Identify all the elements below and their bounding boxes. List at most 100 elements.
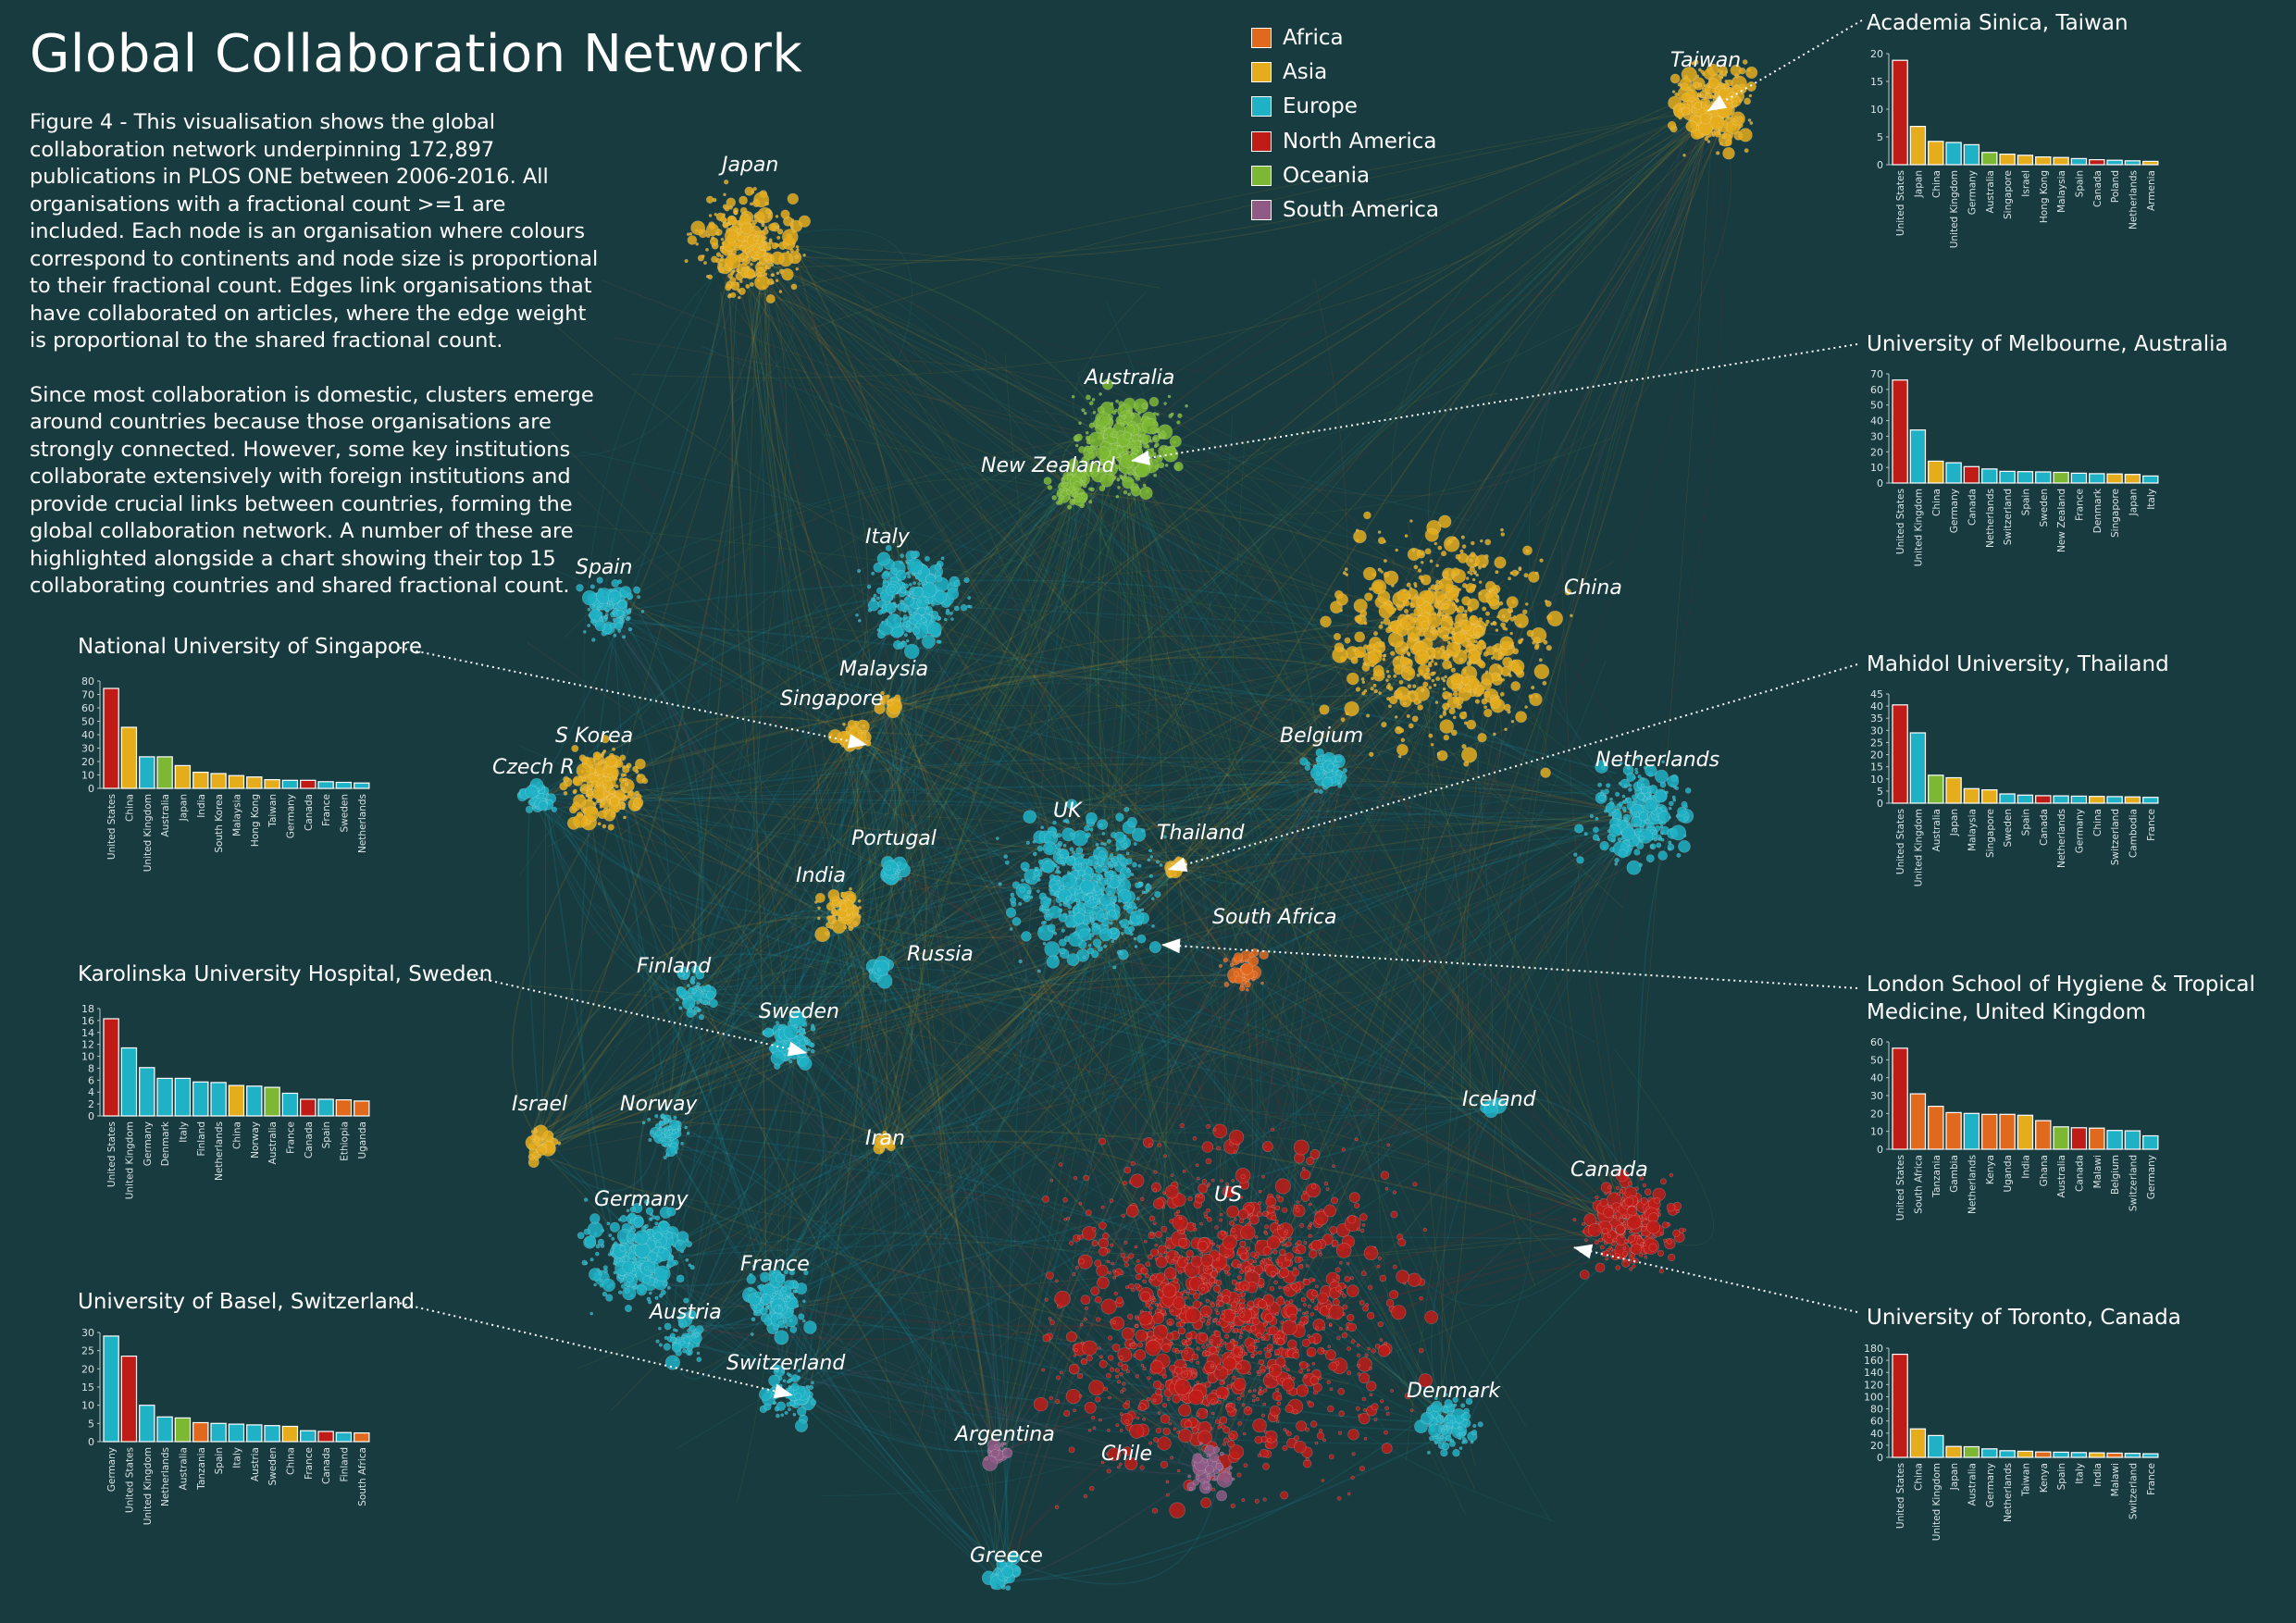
network-node bbox=[1236, 1396, 1242, 1401]
network-edge bbox=[1075, 490, 1489, 1108]
network-edge bbox=[796, 487, 1077, 1379]
network-node bbox=[1533, 637, 1541, 644]
network-node bbox=[1398, 727, 1405, 734]
network-edge bbox=[883, 708, 1000, 1455]
network-edge bbox=[1086, 887, 1245, 1431]
network-node bbox=[1069, 847, 1074, 852]
network-node bbox=[827, 888, 840, 901]
network-node bbox=[1676, 1209, 1680, 1214]
network-edge bbox=[1446, 1103, 1532, 1420]
network-node bbox=[1233, 952, 1243, 962]
network-node bbox=[1667, 1239, 1672, 1245]
network-node bbox=[1344, 637, 1351, 644]
network-node bbox=[1332, 1164, 1335, 1169]
network-node bbox=[741, 266, 746, 271]
network-node bbox=[771, 242, 778, 250]
network-node bbox=[1412, 684, 1417, 688]
network-node bbox=[1614, 791, 1620, 798]
network-edge bbox=[1310, 642, 1630, 1227]
network-node bbox=[765, 293, 776, 304]
network-node bbox=[612, 775, 616, 780]
network-edge bbox=[1230, 279, 1349, 1315]
network-node bbox=[586, 788, 593, 796]
network-edge bbox=[754, 247, 1496, 1107]
network-node bbox=[1439, 714, 1444, 719]
network-node bbox=[1087, 943, 1092, 948]
network-edge bbox=[1164, 107, 1715, 1016]
network-node bbox=[1107, 1429, 1111, 1432]
network-edge bbox=[1088, 494, 1490, 1109]
network-node bbox=[1100, 861, 1105, 866]
network-edge bbox=[1460, 107, 1715, 1106]
network-edge bbox=[887, 700, 997, 1577]
network-edge bbox=[745, 273, 891, 1144]
network-edge bbox=[747, 244, 942, 1435]
network-edge bbox=[761, 98, 1685, 262]
network-node bbox=[1595, 1262, 1606, 1273]
network-node bbox=[1394, 715, 1398, 719]
network-node bbox=[871, 571, 875, 576]
network-edge bbox=[1489, 107, 1715, 1204]
network-node bbox=[1024, 896, 1028, 900]
network-edge bbox=[1086, 887, 1459, 1436]
network-edge bbox=[539, 615, 1399, 797]
network-node bbox=[1574, 824, 1584, 834]
network-node bbox=[1641, 1226, 1646, 1232]
network-node bbox=[1463, 684, 1471, 692]
network-edge bbox=[1174, 870, 1636, 1247]
network-node bbox=[1005, 907, 1017, 918]
network-node bbox=[1308, 1233, 1312, 1238]
network-nodes bbox=[516, 59, 1758, 1591]
network-node bbox=[534, 1138, 539, 1143]
network-node bbox=[1098, 824, 1103, 828]
network-node bbox=[1429, 559, 1433, 564]
network-node bbox=[1461, 676, 1471, 686]
network-node bbox=[1055, 891, 1060, 896]
network-node bbox=[759, 246, 763, 251]
network-node bbox=[542, 1144, 547, 1147]
network-node bbox=[1658, 837, 1662, 841]
network-node bbox=[1633, 799, 1638, 804]
network-edge bbox=[1162, 638, 1445, 1139]
network-edge bbox=[883, 413, 1131, 1144]
network-node bbox=[1460, 619, 1472, 632]
network-node bbox=[1455, 553, 1461, 560]
network-edge bbox=[617, 762, 1007, 1580]
network-node bbox=[905, 624, 910, 628]
network-node bbox=[763, 1027, 774, 1038]
network-edge bbox=[747, 244, 1089, 699]
network-node bbox=[1719, 81, 1724, 87]
network-node bbox=[1442, 687, 1446, 691]
network-node bbox=[614, 622, 624, 631]
network-node bbox=[1435, 564, 1439, 568]
network-node bbox=[1460, 631, 1465, 636]
network-node bbox=[582, 630, 587, 634]
network-node bbox=[1004, 860, 1010, 865]
network-node bbox=[1141, 403, 1148, 410]
network-node bbox=[1433, 612, 1437, 616]
network-node bbox=[622, 765, 630, 774]
network-node bbox=[1164, 445, 1169, 450]
network-node bbox=[949, 612, 953, 615]
network-node bbox=[752, 186, 757, 192]
network-node bbox=[1309, 1312, 1314, 1317]
network-node bbox=[697, 986, 701, 990]
network-node bbox=[1455, 607, 1458, 612]
network-node bbox=[1390, 642, 1395, 647]
network-node bbox=[903, 643, 920, 660]
network-node bbox=[768, 223, 776, 231]
network-edge bbox=[998, 773, 1325, 1455]
network-node bbox=[1615, 1265, 1620, 1270]
network-node bbox=[1339, 1260, 1343, 1265]
network-edge bbox=[778, 867, 1178, 1039]
network-node bbox=[1632, 1264, 1636, 1269]
network-node bbox=[760, 220, 763, 224]
network-node bbox=[1068, 486, 1074, 492]
network-edge bbox=[839, 769, 1329, 917]
network-node bbox=[1049, 890, 1056, 897]
network-node bbox=[775, 279, 779, 283]
network-node bbox=[1643, 1243, 1647, 1247]
network-node bbox=[1128, 1282, 1135, 1290]
network-node bbox=[1315, 748, 1324, 758]
network-node bbox=[1262, 1141, 1273, 1152]
